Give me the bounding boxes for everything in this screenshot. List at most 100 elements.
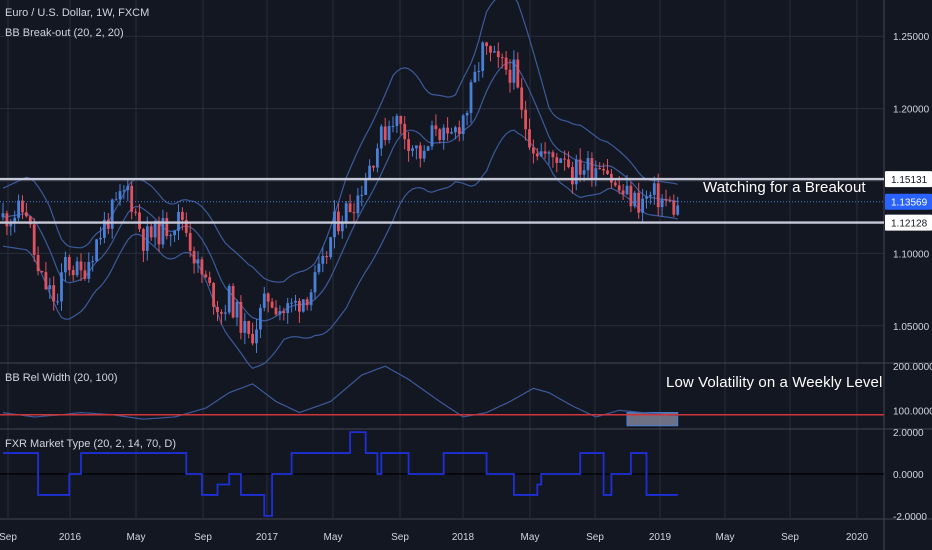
candle-body	[165, 218, 169, 237]
candle-body	[613, 182, 617, 186]
upper-band	[2, 0, 678, 283]
candle-body	[32, 224, 36, 255]
candle-body	[13, 217, 17, 223]
candle-body	[52, 285, 56, 302]
candle-body	[625, 185, 629, 195]
candle-body	[317, 263, 321, 273]
candle-body	[559, 158, 563, 163]
candle-body	[602, 168, 605, 171]
candle-body	[204, 274, 208, 278]
candle-body	[391, 126, 395, 128]
candle-body	[118, 191, 122, 200]
candle-body	[274, 307, 278, 315]
time-tick-label: Sep	[586, 532, 604, 543]
candle-body	[372, 165, 375, 168]
low-volatility-box	[626, 412, 679, 427]
candle-body	[305, 299, 309, 306]
candle-body	[512, 59, 516, 83]
candle-body	[79, 261, 83, 271]
candle-body	[660, 199, 664, 208]
candle-body	[461, 115, 465, 135]
bb-indicator-label: BB Break-out (20, 2, 20)	[5, 27, 124, 39]
candle-body	[321, 256, 325, 264]
candle-body	[621, 190, 625, 195]
candle-body	[508, 69, 512, 83]
candle-body	[446, 127, 449, 134]
candle-body	[1, 213, 5, 218]
candle-body	[532, 147, 535, 154]
candle-body	[83, 270, 87, 279]
candle-body	[223, 312, 227, 314]
candle-body	[629, 185, 633, 207]
candle-body	[290, 302, 293, 304]
candle-body	[130, 185, 134, 212]
candle-body	[192, 251, 196, 264]
candle-body	[543, 151, 547, 154]
bollinger-bands	[2, 0, 678, 370]
candle-body	[235, 301, 239, 318]
candle-body	[282, 311, 286, 314]
candle-body	[25, 212, 28, 217]
candle-body	[528, 129, 531, 148]
time-tick-label: 2018	[452, 532, 475, 543]
candle-body	[652, 183, 656, 195]
candle-body	[489, 46, 492, 53]
candle-body	[333, 211, 336, 238]
candle-body	[368, 165, 371, 180]
width-tick-label: 200.0000	[893, 362, 932, 373]
candle-body	[645, 196, 648, 199]
candle-body	[239, 301, 243, 333]
candle-body	[188, 232, 192, 252]
candle-body	[44, 272, 48, 290]
candle-body	[415, 145, 418, 149]
candle-body	[208, 277, 212, 283]
price-tick-label: 1.20000	[893, 105, 930, 116]
candle-body	[450, 132, 453, 134]
candle-body	[668, 200, 672, 202]
candle-body	[231, 285, 235, 318]
candle-body	[598, 168, 602, 170]
lower-band	[2, 129, 678, 370]
time-tick-label: May	[127, 532, 146, 543]
candle-body	[294, 300, 297, 303]
candle-body	[524, 109, 527, 130]
candle-body	[473, 71, 477, 83]
candle-body	[200, 259, 204, 275]
price-tag	[885, 171, 932, 188]
candle-body	[520, 87, 524, 110]
candle-body	[173, 230, 176, 236]
candle-body	[582, 170, 586, 175]
candle-body	[75, 261, 79, 276]
candle-body	[177, 211, 180, 231]
width-tick-label: 100.0000	[893, 406, 932, 417]
candle-body	[469, 82, 473, 113]
price-tag-label: 1.12128	[891, 219, 928, 230]
candle-body	[266, 293, 270, 302]
candle-body	[567, 159, 570, 168]
candle-body	[243, 321, 247, 333]
candle-body	[504, 57, 508, 70]
candle-body	[134, 211, 137, 213]
candle-body	[454, 127, 457, 133]
candle-body	[145, 226, 149, 251]
candle-body	[340, 223, 344, 232]
candle-body	[379, 126, 383, 149]
time-tick-label: 2017	[256, 532, 279, 543]
candle-body	[95, 239, 98, 262]
candle-body	[270, 301, 274, 308]
candle-body	[465, 112, 469, 116]
candle-body	[485, 42, 488, 47]
candle-body	[434, 125, 438, 130]
candle-body	[430, 125, 434, 147]
time-tick-label: May	[521, 532, 540, 543]
candle-body	[672, 200, 676, 215]
candle-body	[278, 311, 282, 315]
candle-body	[551, 152, 555, 158]
candle-body	[262, 293, 266, 308]
candle-body	[477, 70, 481, 72]
candle-body	[28, 216, 32, 225]
candle-body	[590, 158, 594, 180]
market-type-line	[3, 431, 678, 517]
candle-body	[422, 150, 426, 159]
